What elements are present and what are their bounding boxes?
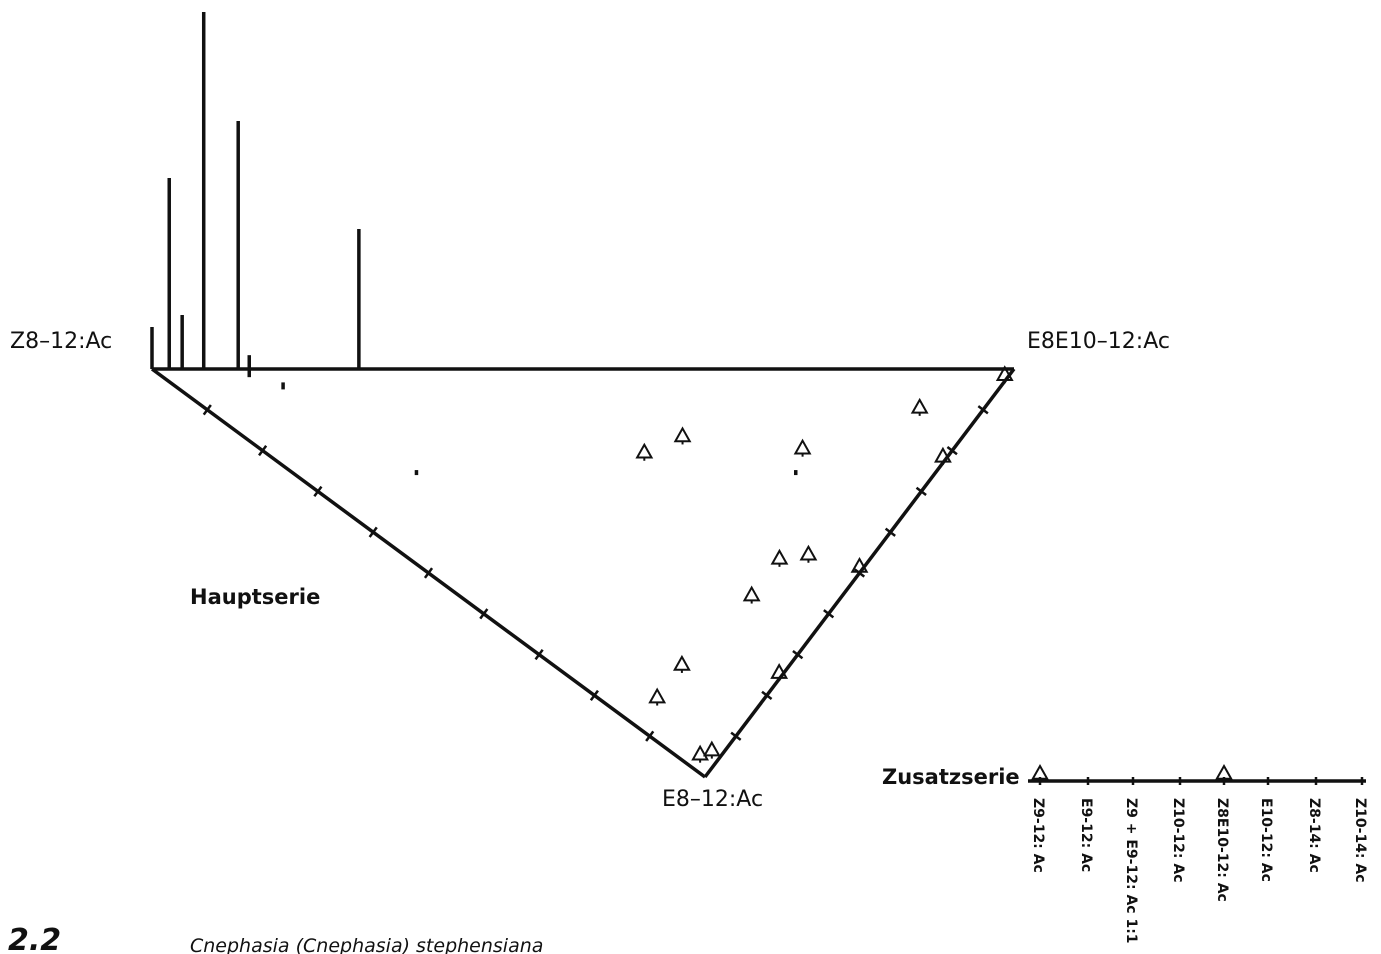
- ternary-tick-left: [202, 404, 212, 416]
- zusatz-category-label: Z9-12: Ac: [1030, 798, 1046, 873]
- figure-caption: Cnephasia (Cnephasia) stephensiana: [190, 935, 543, 954]
- vertex-label-right: E8E10–12:Ac: [1027, 329, 1170, 354]
- ternary-tick-left: [423, 567, 434, 579]
- ternary-triangle-13-shape: [702, 740, 721, 757]
- zusatz-category-label: E10-12: Ac: [1258, 798, 1274, 882]
- ternary-tick-right: [977, 405, 989, 415]
- ternary-triangle-4: [799, 544, 818, 563]
- ternary-triangle-0: [770, 663, 789, 682]
- ternary-triangle-12: [648, 687, 667, 706]
- ternary-tick-right: [884, 527, 896, 537]
- vertex-label-left: Z8–12:Ac: [10, 329, 112, 354]
- zusatz-triangle-0-shape: [1031, 763, 1049, 780]
- ternary-triangle-13: [702, 740, 721, 759]
- ternary-tick-right: [946, 445, 958, 456]
- ternary-tick-left: [313, 485, 323, 497]
- ternary-triangle-4-shape: [799, 544, 818, 561]
- ternary-tick-right: [915, 486, 927, 497]
- zusatz-category-label: Z9 + E9-12: Ac 1:1: [1123, 798, 1139, 944]
- ternary-triangle-1: [850, 556, 869, 575]
- ternary-triangle-2: [934, 446, 952, 465]
- zusatz-triangle-0: [1031, 763, 1049, 782]
- ternary-tick-left: [645, 730, 655, 742]
- zusatz-category-label: Z10-14: Ac: [1352, 798, 1368, 883]
- series-label-hauptserie: Hauptserie: [190, 585, 320, 609]
- ternary-triangle-6: [635, 442, 654, 461]
- zusatz-triangle-1-shape: [1215, 763, 1233, 780]
- ternary-triangle-9: [770, 548, 789, 567]
- ternary-triangle-7: [673, 426, 692, 445]
- zusatz-triangle-1: [1215, 763, 1233, 782]
- zusatzserie-axis: Zusatzserie Z9-12: Ac E9-12: Ac Z9 + E9-12…: [882, 763, 1368, 944]
- ternary-triangle-10: [742, 585, 761, 604]
- ternary-tick-left: [258, 445, 268, 457]
- zusatz-category-label: Z8E10-12: Ac: [1214, 798, 1230, 902]
- ternary-tick-right: [730, 731, 742, 741]
- ternary-triangle-11: [672, 654, 691, 673]
- ternary-triangle-12-shape: [648, 687, 667, 704]
- ternary-tick-left: [589, 689, 599, 701]
- ternary-triangle-7-shape: [673, 426, 692, 443]
- ternary-tick-left: [479, 608, 489, 620]
- ternary-triangle-8-shape: [793, 438, 812, 455]
- vertex-label-bottom: E8–12:Ac: [662, 787, 763, 812]
- ternary-tick-right: [823, 609, 835, 619]
- figure-number: 2.2: [8, 923, 61, 954]
- ternary-triangle-8: [793, 438, 812, 457]
- ternary-triangle-5-shape: [910, 397, 929, 414]
- ternary-tick-right: [792, 649, 804, 660]
- zusatz-category-label: E9-12: Ac: [1078, 798, 1094, 872]
- ternary-tick-left: [368, 526, 378, 538]
- zusatz-category-label: Z8-14: Ac: [1306, 798, 1322, 873]
- ternary-tick-right: [761, 690, 773, 701]
- ternary-triangle-5: [910, 397, 929, 416]
- ternary-triangle-6-shape: [635, 442, 654, 459]
- ternary-triangle-11-shape: [672, 654, 691, 671]
- series-label-zusatzserie: Zusatzserie: [882, 765, 1020, 789]
- ternary-plot: Z8–12:Ac E8E10–12:Ac E8–12:Ac Hauptserie: [10, 12, 1170, 812]
- ternary-tick-left: [534, 649, 544, 661]
- ternary-triangle-10-shape: [742, 585, 761, 602]
- ternary-triangle-14: [691, 744, 710, 763]
- zusatz-category-label: Z10-12: Ac: [1170, 798, 1186, 883]
- ternary-triangle-9-shape: [770, 548, 789, 565]
- ternary-triangle-3: [995, 365, 1014, 384]
